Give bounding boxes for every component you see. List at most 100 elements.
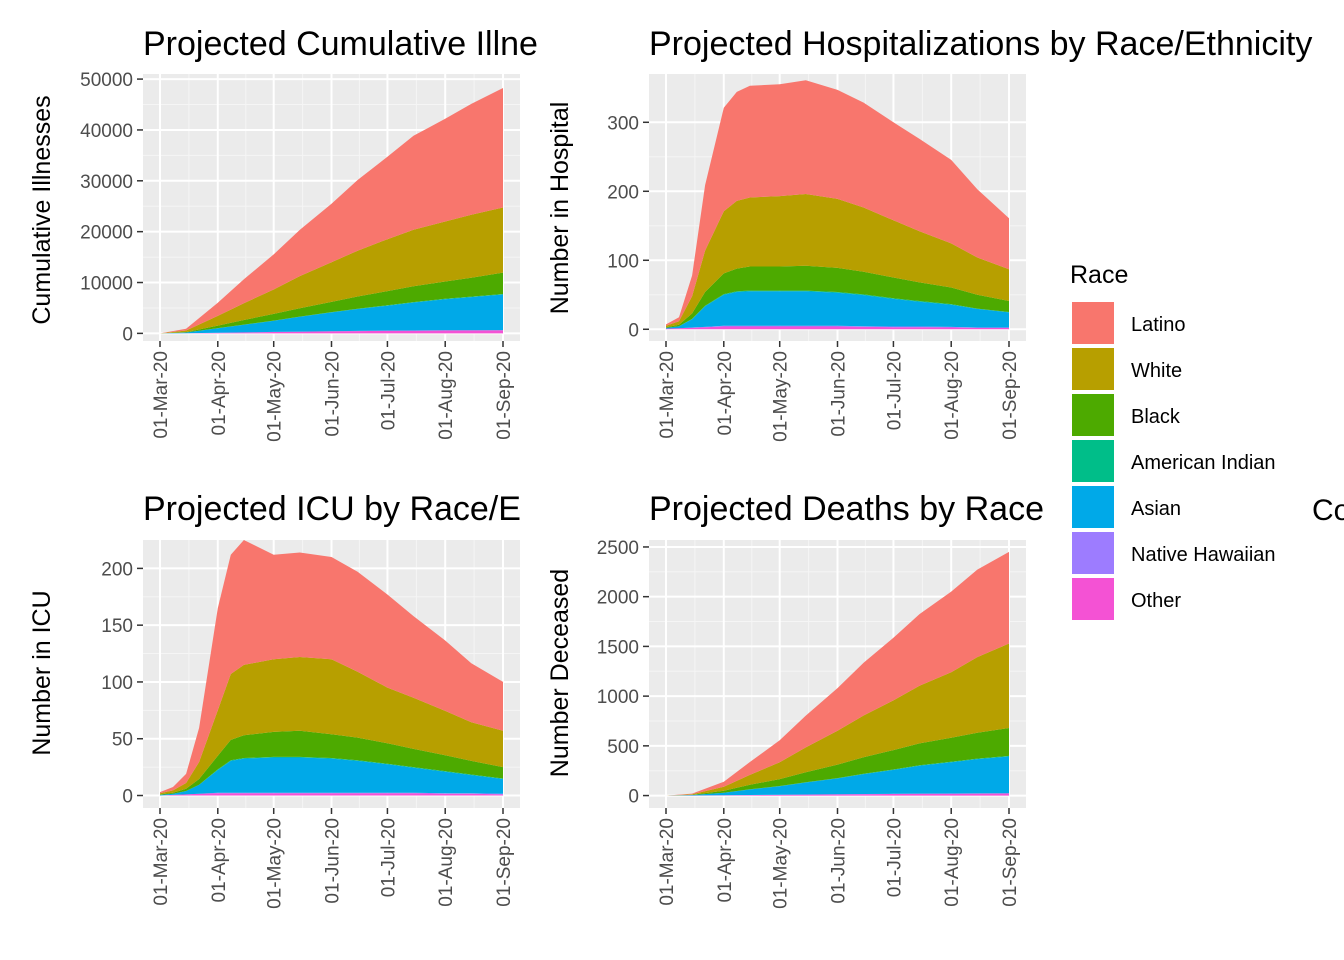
x-tick-label: 01-May-20 — [265, 818, 286, 909]
x-tick-label: 01-Mar-20 — [657, 818, 678, 906]
x-tick-label: 01-Aug-20 — [942, 818, 963, 907]
y-tick-label: 2500 — [597, 538, 639, 559]
y-tick-label: 0 — [122, 324, 133, 345]
x-tick-label: 01-Jul-20 — [884, 818, 905, 897]
y-axis-label: Cumulative Illnesses — [28, 95, 56, 324]
x-tick-label: 01-Sep-20 — [494, 818, 515, 907]
area-series-white — [160, 657, 503, 795]
x-tick-label: 01-Sep-20 — [1000, 818, 1021, 907]
clipped-title-fragment: Co — [1312, 494, 1344, 527]
legend-label-white: White — [1131, 360, 1182, 382]
x-tick-label: 01-Jun-20 — [323, 351, 344, 437]
x-tick-label: 01-Mar-20 — [151, 351, 172, 439]
area-series-asian — [160, 294, 503, 334]
area-series-other — [160, 330, 503, 334]
y-tick-label: 500 — [607, 737, 639, 758]
area-series-white — [666, 643, 1009, 796]
legend-key-american-indian — [1070, 438, 1116, 484]
y-tick-label: 200 — [607, 182, 639, 203]
x-tick-label: 01-May-20 — [771, 818, 792, 909]
y-tick-label: 2000 — [597, 588, 639, 609]
area-series-asian — [666, 291, 1009, 329]
x-tick-label: 01-Jun-20 — [323, 818, 344, 904]
y-tick-label: 100 — [101, 673, 133, 694]
legend-items: Latino White Black American Indian Asian Nati… — [1070, 300, 1276, 622]
panel-deaths: Projected Deaths by Race Number Deceased… — [546, 490, 1044, 909]
legend-label-american-indian: American Indian — [1131, 452, 1276, 474]
x-tick-label: 01-Jul-20 — [884, 351, 905, 430]
panel-icu: Projected ICU by Race/E Number in ICU 0 5… — [28, 490, 521, 909]
y-tick-label: 150 — [101, 616, 133, 637]
x-tick-label: 01-May-20 — [771, 351, 792, 442]
chart-title: Projected Cumulative Illne — [143, 25, 538, 63]
legend-key-black — [1070, 392, 1116, 438]
x-tick-label: 01-Mar-20 — [151, 818, 172, 906]
x-tick-label: 01-Aug-20 — [436, 351, 457, 440]
plot-area: 0 50 100 150 200 01-Mar-20 01-Apr-20 01-May-20 0… — [101, 540, 520, 909]
y-tick-label: 0 — [122, 787, 133, 808]
y-tick-label: 100 — [607, 251, 639, 272]
area-series-asian — [160, 757, 503, 796]
y-tick-label: 40000 — [80, 121, 133, 142]
area-series-black — [666, 265, 1009, 328]
area-series-other — [666, 793, 1009, 796]
legend-label-asian: Asian — [1131, 498, 1181, 520]
legend-key-white — [1070, 346, 1116, 392]
x-tick-label: 01-Sep-20 — [1000, 351, 1021, 440]
y-axis-label: Number in Hospital — [546, 102, 574, 315]
y-tick-label: 1500 — [597, 637, 639, 658]
area-series-native-hawaiian — [666, 793, 1009, 796]
y-tick-label: 50 — [112, 730, 133, 751]
x-tick-label: 01-Apr-20 — [209, 351, 230, 436]
legend-label-latino: Latino — [1131, 314, 1186, 336]
legend-key-native-hawaiian — [1070, 530, 1116, 576]
area-series-latino — [160, 540, 503, 794]
area-series-latino — [666, 80, 1009, 326]
chart-title: Projected ICU by Race/E — [143, 490, 521, 528]
area-series-white — [160, 207, 503, 334]
x-tick-label: 01-Sep-20 — [494, 351, 515, 440]
y-tick-label: 0 — [628, 787, 639, 808]
x-tick-label: 01-Jun-20 — [829, 351, 850, 437]
x-tick-label: 01-Aug-20 — [942, 351, 963, 440]
y-tick-label: 10000 — [80, 274, 133, 295]
legend: Race Latino White Black American Indian Asia… — [1070, 261, 1276, 622]
x-tick-label: 01-Apr-20 — [715, 818, 736, 903]
area-series-other — [160, 793, 503, 796]
y-axis-label: Number in ICU — [28, 590, 56, 755]
area-series-white — [666, 194, 1009, 328]
x-tick-label: 01-Jul-20 — [378, 351, 399, 430]
legend-key-asian — [1070, 484, 1116, 530]
x-tick-label: 01-May-20 — [265, 351, 286, 442]
panel-cumulative-illnesses: Projected Cumulative Illne Cumulative Il… — [28, 25, 538, 442]
plot-area: 0 10000 20000 30000 40000 50000 01-Mar-20 01-Ap… — [80, 70, 520, 442]
legend-title: Race — [1070, 261, 1128, 289]
x-tick-label: 01-Aug-20 — [436, 818, 457, 907]
area-series-latino — [160, 88, 503, 334]
x-tick-label: 01-Jul-20 — [378, 818, 399, 897]
y-axis-label: Number Deceased — [546, 569, 574, 777]
y-tick-label: 50000 — [80, 70, 133, 91]
x-tick-label: 01-Apr-20 — [715, 351, 736, 436]
area-series-black — [160, 730, 503, 795]
legend-label-native-hawaiian: Native Hawaiian — [1131, 544, 1276, 566]
panel-hospitalizations: Projected Hospitalizations by Race/Ethni… — [546, 25, 1312, 442]
x-tick-label: 01-Jun-20 — [829, 818, 850, 904]
y-tick-label: 30000 — [80, 172, 133, 193]
area-series-other — [666, 326, 1009, 330]
area-series-asian — [666, 756, 1009, 796]
legend-label-black: Black — [1131, 406, 1181, 428]
plot-area: 0 100 200 300 01-Mar-20 01-Apr-20 01-May-20 01-… — [607, 74, 1026, 442]
legend-key-other — [1070, 576, 1116, 622]
area-series-latino — [666, 551, 1009, 796]
y-tick-label: 300 — [607, 113, 639, 134]
chart-title: Projected Deaths by Race — [649, 490, 1044, 528]
y-tick-label: 20000 — [80, 223, 133, 244]
y-tick-label: 0 — [628, 320, 639, 341]
x-tick-label: 01-Apr-20 — [209, 818, 230, 903]
y-tick-label: 200 — [101, 559, 133, 580]
area-series-black — [160, 272, 503, 334]
legend-label-other: Other — [1131, 590, 1181, 612]
x-tick-label: 01-Mar-20 — [657, 351, 678, 439]
